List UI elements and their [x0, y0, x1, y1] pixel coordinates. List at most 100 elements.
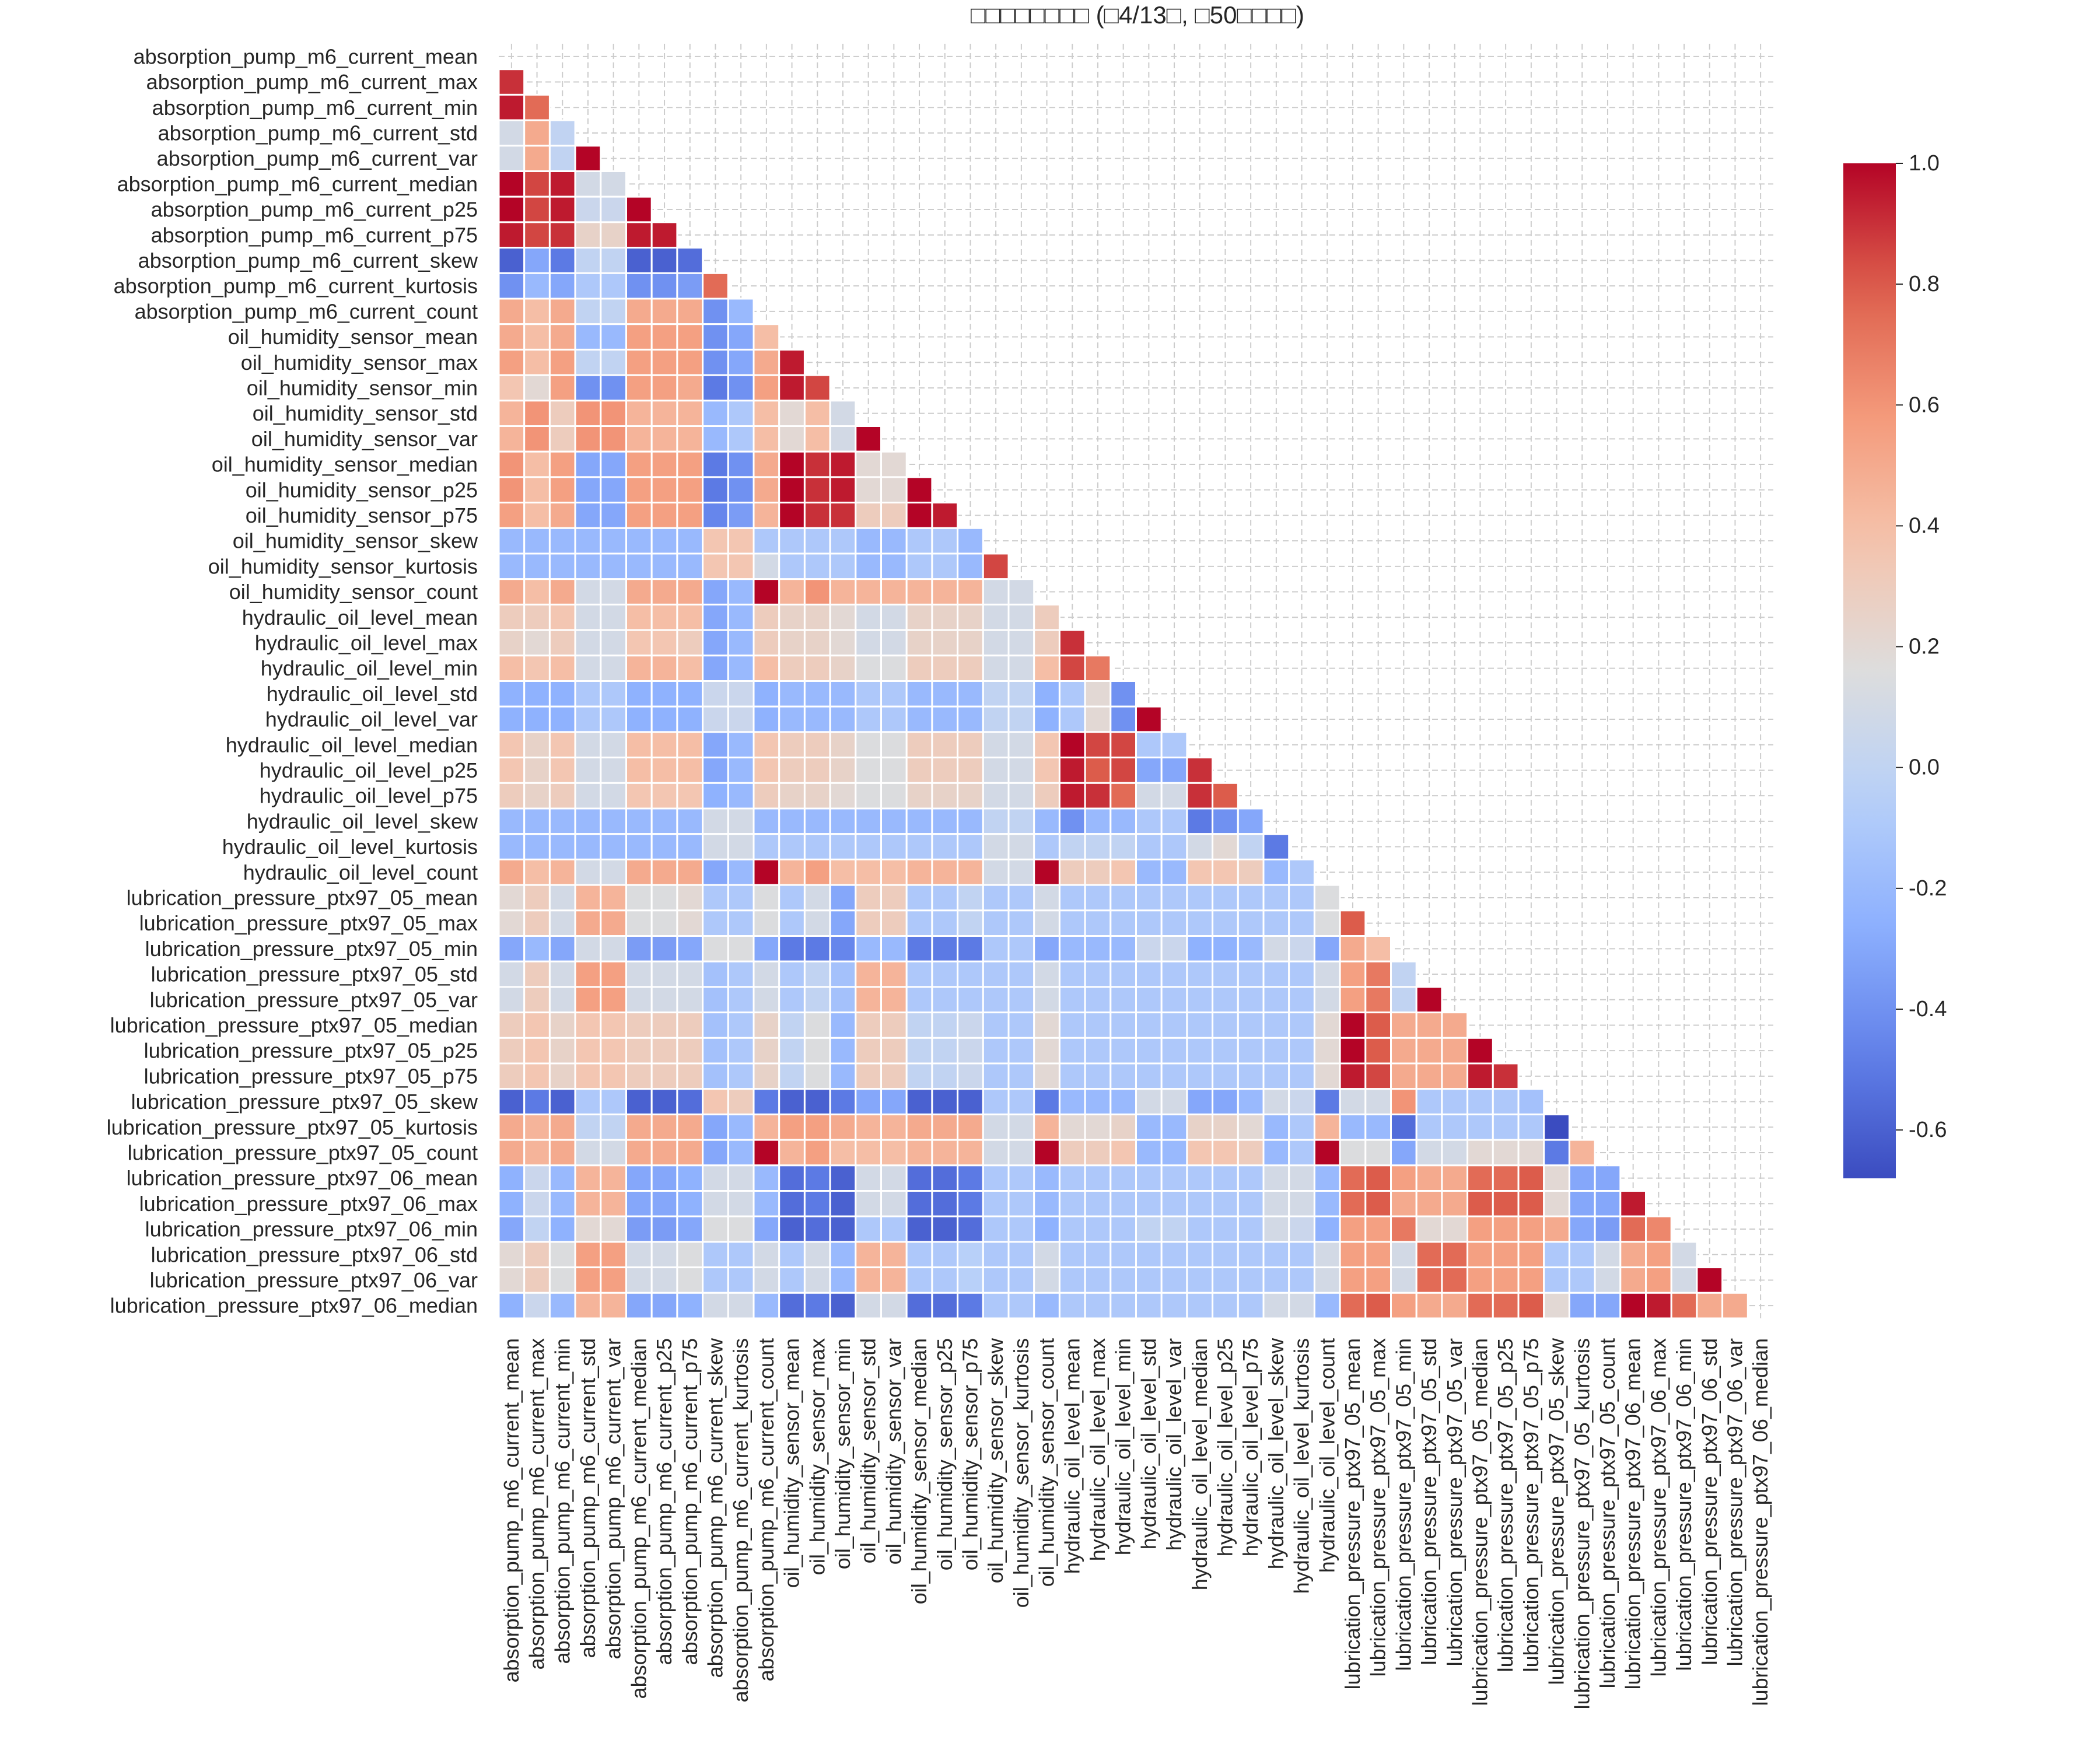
colorbar-tick-label: 0.8	[1909, 272, 1940, 296]
heatmap-cell	[1007, 909, 1035, 937]
heatmap-cell	[650, 298, 678, 326]
heatmap-cell	[982, 1062, 1010, 1090]
heatmap-cell	[1415, 986, 1443, 1014]
heatmap-cell	[498, 731, 526, 759]
heatmap-cell	[905, 629, 933, 657]
heatmap-cell	[574, 374, 602, 402]
heatmap-cell	[1262, 1012, 1290, 1039]
heatmap-cell	[523, 527, 551, 555]
heatmap-cell	[957, 1113, 984, 1141]
heatmap-cell	[1415, 1113, 1443, 1141]
heatmap-cell	[905, 1113, 933, 1141]
heatmap-cell	[1441, 1113, 1469, 1141]
heatmap-cell	[523, 884, 551, 912]
heatmap-cell	[1160, 757, 1188, 784]
heatmap-cell	[1466, 1088, 1494, 1115]
heatmap-cell	[1186, 833, 1214, 860]
heatmap-cell	[1364, 1266, 1392, 1294]
heatmap-cell	[1186, 757, 1214, 784]
heatmap-cell	[905, 909, 933, 937]
heatmap-cell	[1186, 1241, 1214, 1269]
heatmap-cell	[574, 833, 602, 860]
heatmap-cell	[548, 247, 576, 274]
heatmap-cell	[600, 782, 628, 810]
heatmap-cell	[1058, 1190, 1086, 1217]
row-label: lubrication_pressure_ptx97_06_var	[150, 1268, 478, 1292]
heatmap-cell	[829, 603, 857, 631]
heatmap-cell	[829, 1215, 857, 1243]
heatmap-cell	[548, 348, 576, 376]
heatmap-cell	[702, 323, 729, 351]
heatmap-cell	[1135, 757, 1163, 784]
heatmap-cell	[650, 502, 678, 529]
heatmap-cell	[574, 807, 602, 835]
heatmap-cell	[1288, 1190, 1315, 1217]
heatmap-cell	[650, 1062, 678, 1090]
heatmap-cell	[523, 348, 551, 376]
colorbar: 1.0 0.8 0.6 0.4 0.2 0.0 -0.2 -0.4 -0.6	[1843, 151, 1947, 1178]
heatmap-cell	[600, 298, 628, 326]
heatmap-cell	[650, 705, 678, 733]
heatmap-cell	[982, 1215, 1010, 1243]
heatmap-cell	[1110, 1190, 1138, 1217]
heatmap-cell	[1492, 1190, 1520, 1217]
heatmap-cell	[829, 476, 857, 504]
heatmap-cell	[1415, 1266, 1443, 1294]
heatmap-cell	[523, 1266, 551, 1294]
heatmap-cell	[1084, 1139, 1112, 1167]
heatmap-cell	[650, 272, 678, 300]
heatmap-cell	[982, 1164, 1010, 1192]
heatmap-cell	[778, 960, 806, 988]
heatmap-cell	[625, 1037, 653, 1065]
column-label: absorption_pump_m6_current_count	[754, 1338, 778, 1681]
heatmap-cell	[548, 1215, 576, 1243]
heatmap-cell	[574, 1113, 602, 1141]
heatmap-cell	[702, 1012, 729, 1039]
heatmap-cell	[1084, 654, 1112, 682]
heatmap-cell	[625, 654, 653, 682]
heatmap-cell	[1135, 1139, 1163, 1167]
heatmap-cell	[1288, 1292, 1315, 1320]
heatmap-cell	[727, 1292, 755, 1320]
heatmap-cell	[1415, 1292, 1443, 1320]
heatmap-cell	[1160, 986, 1188, 1014]
heatmap-cell	[803, 1139, 831, 1167]
heatmap-cell	[548, 1139, 576, 1167]
heatmap-cell	[957, 1292, 984, 1320]
heatmap-cell	[676, 1266, 704, 1294]
heatmap-cell	[1466, 1164, 1494, 1192]
column-label: hydraulic_oil_level_skew	[1264, 1338, 1288, 1569]
heatmap-cell	[982, 935, 1010, 963]
heatmap-cell	[1110, 1037, 1138, 1065]
heatmap-cell	[1492, 1292, 1520, 1320]
heatmap-cell	[498, 195, 526, 223]
heatmap-cell	[574, 298, 602, 326]
heatmap-cell	[625, 731, 653, 759]
heatmap-cell	[1084, 1088, 1112, 1115]
heatmap-cell	[855, 1190, 883, 1217]
heatmap-cell	[957, 1215, 984, 1243]
heatmap-cell	[803, 960, 831, 988]
heatmap-cell	[1313, 1266, 1341, 1294]
heatmap-cell	[957, 1139, 984, 1167]
heatmap-cell	[574, 450, 602, 478]
heatmap-cell	[1058, 680, 1086, 708]
row-labels: absorption_pump_m6_current_meanabsorptio…	[107, 44, 478, 1317]
heatmap-cell	[752, 1088, 780, 1115]
heatmap-cell	[1186, 1113, 1214, 1141]
heatmap-cell	[1237, 884, 1265, 912]
heatmap-cell	[931, 1266, 959, 1294]
heatmap-cell	[574, 323, 602, 351]
heatmap-cell	[778, 1241, 806, 1269]
column-label: oil_humidity_sensor_kurtosis	[1009, 1338, 1033, 1608]
heatmap-cell	[574, 1266, 602, 1294]
heatmap-cell	[1262, 1215, 1290, 1243]
row-label: hydraulic_oil_level_count	[243, 860, 478, 884]
heatmap-cell	[803, 425, 831, 453]
row-label: lubrication_pressure_ptx97_06_max	[139, 1192, 478, 1216]
heatmap-cell	[880, 1190, 908, 1217]
heatmap-cell	[1160, 1139, 1188, 1167]
heatmap-cell	[752, 348, 780, 376]
heatmap-cell	[880, 858, 908, 886]
heatmap-cell	[1186, 1292, 1214, 1320]
